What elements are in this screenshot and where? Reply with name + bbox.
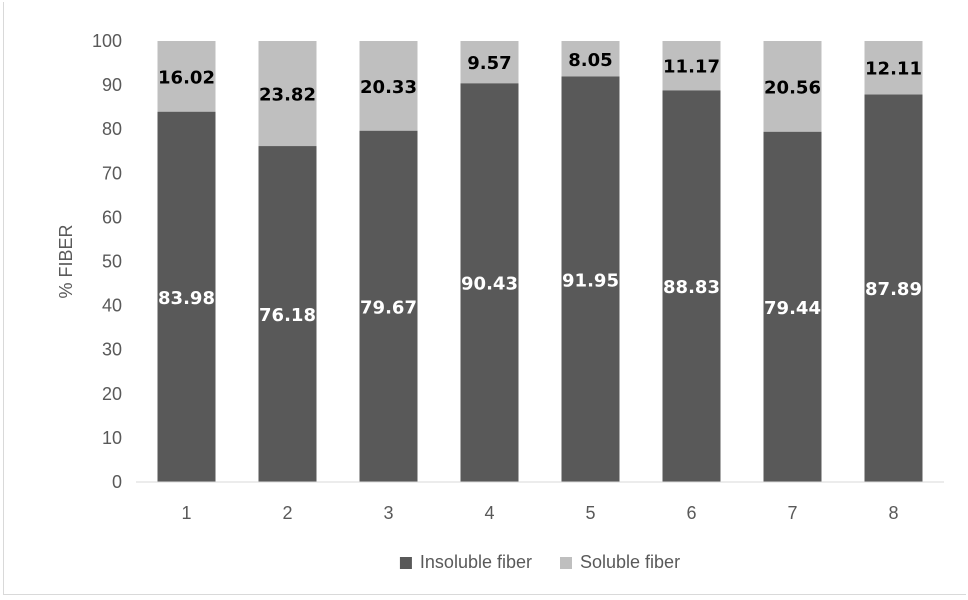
bar-insoluble-3 bbox=[359, 130, 418, 482]
bar-soluble-2 bbox=[258, 41, 317, 147]
data-label-soluble: 9.57 bbox=[467, 53, 511, 74]
bar-insoluble-5 bbox=[561, 76, 620, 483]
data-label-soluble: 11.17 bbox=[663, 57, 720, 78]
y-tick-label: 100 bbox=[92, 31, 122, 51]
y-axis-title: % FIBER bbox=[56, 224, 76, 298]
data-label-soluble: 8.05 bbox=[568, 50, 612, 71]
data-label-soluble: 20.33 bbox=[360, 77, 417, 98]
data-label-insoluble: 79.67 bbox=[360, 297, 417, 318]
y-tick-label: 50 bbox=[102, 252, 122, 272]
y-tick-label: 0 bbox=[112, 472, 122, 492]
bar-soluble-4 bbox=[460, 41, 519, 84]
x-tick-label: 4 bbox=[484, 503, 494, 523]
bar-insoluble-8 bbox=[864, 94, 923, 483]
data-label-insoluble: 87.89 bbox=[865, 279, 922, 300]
data-label-soluble: 23.82 bbox=[259, 85, 316, 106]
x-tick-label: 7 bbox=[787, 503, 797, 523]
x-tick-label: 2 bbox=[282, 503, 292, 523]
bar-insoluble-4 bbox=[460, 83, 519, 482]
y-tick-label: 10 bbox=[102, 428, 122, 448]
data-label-insoluble: 76.18 bbox=[259, 305, 316, 326]
stacked-bar-chart: 0 10 20 30 40 50 60 70 80 90 100 % FIBER 83.98 16.02 1… bbox=[56, 31, 944, 572]
bar-insoluble-6 bbox=[662, 90, 721, 482]
bar-soluble-3 bbox=[359, 41, 418, 131]
chart-frame: 0 10 20 30 40 50 60 70 80 90 100 % FIBER 83.98 16.02 1… bbox=[3, 2, 966, 595]
legend-swatch-insoluble bbox=[399, 557, 412, 569]
data-label-insoluble: 83.98 bbox=[158, 288, 215, 309]
legend-label-soluble: Soluble fiber bbox=[580, 552, 680, 572]
bar-insoluble-1 bbox=[157, 111, 216, 483]
bar-soluble-7 bbox=[763, 41, 822, 132]
bar-soluble-8 bbox=[864, 41, 923, 95]
y-tick-label: 80 bbox=[102, 119, 122, 139]
data-label-insoluble: 88.83 bbox=[663, 277, 720, 298]
x-tick-label: 8 bbox=[888, 503, 898, 523]
y-tick-label: 20 bbox=[102, 384, 122, 404]
data-label-soluble: 12.11 bbox=[865, 59, 922, 80]
legend-label-insoluble: Insoluble fiber bbox=[420, 552, 532, 572]
y-tick-label: 90 bbox=[102, 75, 122, 95]
y-tick-label: 40 bbox=[102, 296, 122, 316]
bar-soluble-6 bbox=[662, 41, 721, 91]
x-tick-label: 5 bbox=[585, 503, 595, 523]
bar-soluble-5 bbox=[561, 41, 620, 77]
x-tick-label: 6 bbox=[686, 503, 696, 523]
y-tick-label: 60 bbox=[102, 207, 122, 227]
data-label-soluble: 20.56 bbox=[764, 77, 821, 98]
data-label-insoluble: 91.95 bbox=[562, 270, 619, 291]
bar-insoluble-7 bbox=[763, 131, 822, 482]
legend-swatch-soluble bbox=[560, 557, 572, 569]
y-tick-label: 30 bbox=[102, 340, 122, 360]
x-tick-label: 3 bbox=[383, 503, 393, 523]
data-label-insoluble: 90.43 bbox=[461, 274, 518, 295]
bar-insoluble-2 bbox=[258, 146, 317, 482]
data-label-insoluble: 79.44 bbox=[764, 298, 821, 319]
data-label-soluble: 16.02 bbox=[158, 67, 215, 88]
y-tick-label: 70 bbox=[102, 163, 122, 183]
x-tick-label: 1 bbox=[181, 503, 191, 523]
bar-soluble-1 bbox=[157, 41, 216, 112]
